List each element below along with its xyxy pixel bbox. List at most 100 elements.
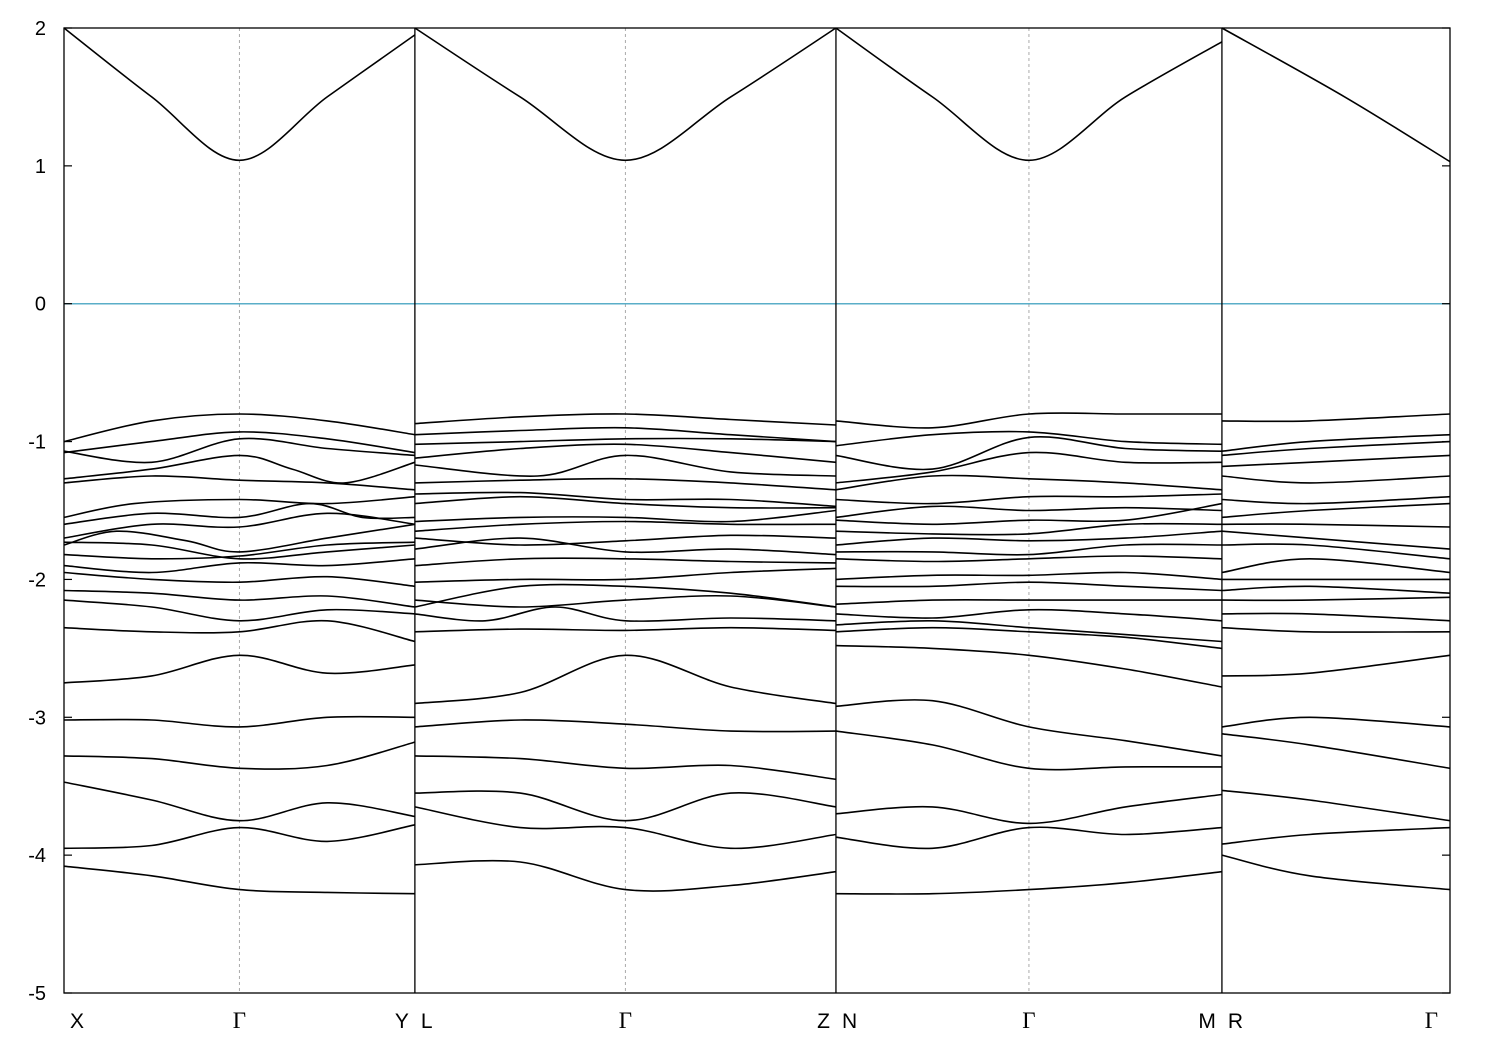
band-line-32: [414, 491, 836, 508]
y-tick-label: 2: [35, 18, 46, 40]
band-line-75: [1221, 433, 1451, 452]
band-line-67: [835, 626, 1222, 650]
band-line-51: [835, 430, 1222, 447]
band-line-81: [1221, 523, 1451, 528]
band-line-56: [835, 505, 1222, 519]
band-line-20: [63, 654, 415, 684]
band-line-12: [63, 523, 416, 553]
band-line-22: [63, 741, 416, 770]
band-line-35: [414, 520, 836, 532]
band-lines: [63, 27, 1451, 895]
band-line-68: [835, 644, 1223, 688]
band-line-59: [835, 530, 1222, 546]
k-point-label: Γ: [1022, 1008, 1035, 1033]
band-line-84: [1221, 558, 1451, 574]
band-line-1: [414, 27, 837, 162]
band-line-24: [63, 824, 416, 850]
band-line-52: [835, 436, 1222, 471]
band-line-62: [835, 571, 1222, 581]
path-breaks: [414, 28, 1223, 993]
band-line-72: [835, 826, 1222, 850]
band-line-19: [63, 619, 416, 643]
band-line-94: [1221, 826, 1451, 845]
band-line-29: [414, 443, 836, 464]
band-line-14: [63, 541, 415, 560]
band-line-15: [63, 558, 415, 574]
band-line-2: [835, 27, 1223, 162]
band-line-38: [414, 557, 836, 567]
k-point-label: M: [1198, 1010, 1216, 1033]
band-line-87: [1221, 596, 1451, 602]
band-line-78: [1221, 475, 1451, 484]
band-line-65: [835, 608, 1222, 622]
band-line-63: [835, 581, 1222, 592]
band-line-10: [63, 502, 415, 526]
band-line-55: [835, 493, 1222, 505]
band-line-70: [835, 730, 1222, 771]
band-line-40: [414, 583, 837, 608]
band-line-26: [414, 413, 836, 426]
band-line-11: [63, 512, 416, 539]
band-line-9: [63, 495, 415, 519]
band-line-25: [63, 865, 415, 895]
band-line-28: [414, 437, 836, 446]
band-line-13: [63, 541, 415, 560]
band-line-46: [414, 755, 837, 781]
y-tick-label: -2: [28, 569, 46, 591]
band-line-41: [414, 594, 836, 608]
y-tick-label: -5: [28, 983, 46, 1005]
band-line-82: [1221, 530, 1451, 550]
band-line-91: [1221, 716, 1451, 728]
band-line-90: [1221, 654, 1451, 677]
band-line-7: [63, 454, 416, 484]
band-line-83: [1221, 543, 1451, 560]
plot-frame: [63, 27, 1451, 994]
band-line-17: [63, 589, 415, 608]
band-line-18: [63, 599, 415, 622]
k-point-label: Γ: [233, 1008, 246, 1033]
band-line-42: [414, 606, 836, 623]
k-point-label: R: [1228, 1010, 1243, 1033]
y-axis-ticks: 2 1 0 -1 -2 -3 -4 -5: [28, 18, 1450, 1005]
band-line-44: [414, 654, 837, 705]
band-line-50: [835, 412, 1222, 429]
band-line-92: [1221, 733, 1451, 770]
y-tick-label: -1: [28, 432, 46, 454]
band-line-34: [414, 509, 836, 523]
k-point-label: N: [842, 1010, 857, 1033]
band-line-64: [835, 598, 1222, 605]
band-line-3: [1221, 27, 1451, 163]
band-line-79: [1221, 495, 1451, 505]
band-line-54: [835, 474, 1222, 491]
band-line-53: [835, 451, 1222, 484]
band-line-23: [63, 781, 416, 822]
k-point-label: Y: [395, 1010, 409, 1033]
y-tick-label: -3: [28, 707, 46, 729]
band-line-6: [63, 437, 415, 464]
y-tick-label: 1: [35, 156, 46, 178]
band-line-27: [414, 426, 836, 443]
band-line-80: [1221, 502, 1451, 519]
band-line-49: [414, 859, 837, 892]
band-line-74: [1221, 413, 1451, 423]
band-line-8: [63, 475, 415, 491]
band-line-66: [835, 619, 1222, 643]
band-line-45: [414, 719, 836, 733]
band-line-58: [835, 522, 1222, 536]
band-line-39: [414, 567, 836, 583]
band-line-0: [63, 27, 416, 162]
k-point-label: Γ: [1425, 1008, 1438, 1033]
band-line-95: [1221, 854, 1451, 891]
band-line-21: [63, 715, 415, 728]
y-tick-label: 0: [35, 294, 46, 316]
band-line-93: [1221, 789, 1451, 822]
band-line-73: [835, 870, 1222, 895]
k-point-label: X: [70, 1010, 84, 1033]
band-line-71: [835, 793, 1223, 825]
band-line-60: [835, 543, 1222, 556]
band-line-47: [414, 790, 837, 822]
y-tick-label: -4: [28, 845, 46, 867]
band-line-69: [835, 699, 1223, 757]
